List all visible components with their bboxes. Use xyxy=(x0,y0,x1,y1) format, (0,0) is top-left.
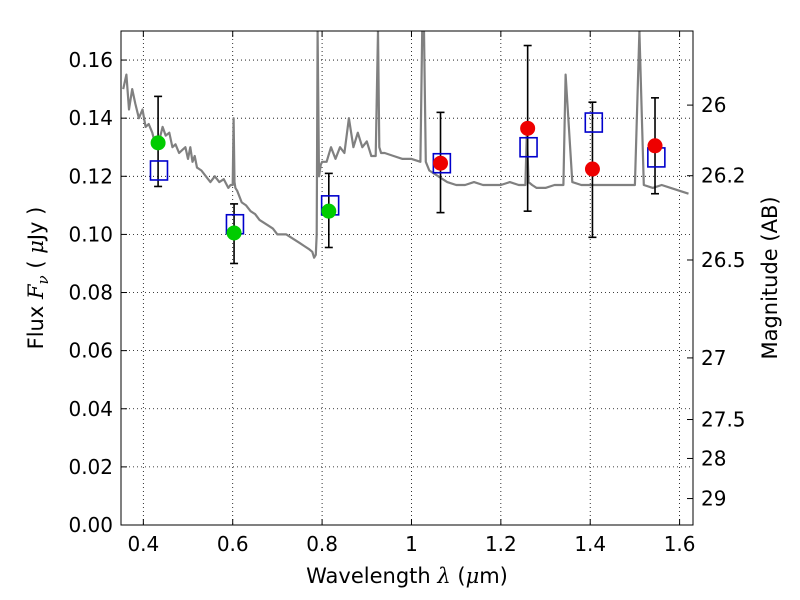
x-tick-label: 0.4 xyxy=(127,532,159,556)
observed-point-red xyxy=(584,161,600,177)
x-tick-label: 1 xyxy=(405,532,418,556)
y-tick-label: 0.10 xyxy=(68,222,113,246)
model-spectrum-line xyxy=(122,31,689,259)
x-tick-label: 1.4 xyxy=(574,532,606,556)
x-tick-label: 1.6 xyxy=(664,532,696,556)
y-tick-label: 0.02 xyxy=(68,455,113,479)
observed-point-red xyxy=(647,138,663,154)
y-tick-label: 0.04 xyxy=(68,397,113,421)
y2-tick-label: 27 xyxy=(701,346,726,370)
y2-axis-label: Magnitude (AB) xyxy=(758,196,782,359)
observed-point-green xyxy=(321,203,337,219)
observed-point-red xyxy=(520,120,536,136)
data-points-layer xyxy=(149,112,666,241)
model-photometry-square xyxy=(519,136,538,158)
x-tick-label: 0.8 xyxy=(306,532,338,556)
x-tick-label: 1.2 xyxy=(485,532,517,556)
y-tick-label: 0.06 xyxy=(68,339,113,363)
x-axis-label-symbol: λ xyxy=(436,564,450,588)
observed-point-red xyxy=(433,155,449,171)
y-tick-label: 0.12 xyxy=(68,164,113,188)
y2-axis-ticks: 26 26.2 26.5 27 27.5 28 29 xyxy=(687,93,746,511)
y-tick-label: 0.14 xyxy=(68,106,113,130)
model-photometry-square xyxy=(149,160,169,181)
x-axis-ticks: 0.4 0.6 0.8 1 1.2 1.4 1.6 xyxy=(127,31,696,556)
model-spectrum-layer xyxy=(122,31,689,259)
observed-point-green xyxy=(226,225,242,241)
model-photometry-square xyxy=(584,112,604,133)
x-tick-label: 0.6 xyxy=(217,532,249,556)
y-axis-label: Flux Fν ( μJy ) xyxy=(24,207,52,350)
y-tick-label: 0.00 xyxy=(68,513,113,537)
y2-tick-label: 26 xyxy=(701,93,726,117)
y-tick-label: 0.08 xyxy=(68,281,113,305)
y2-tick-label: 26.2 xyxy=(701,164,746,188)
y2-tick-label: 29 xyxy=(701,487,726,511)
y2-tick-label: 26.5 xyxy=(701,248,746,272)
y2-tick-label: 28 xyxy=(701,446,726,470)
y2-tick-label: 27.5 xyxy=(701,408,746,432)
observed-point-green xyxy=(150,135,166,151)
y-axis-ticks: 0.00 0.02 0.04 0.06 0.08 0.10 0.12 0.14 0.16 xyxy=(68,48,127,537)
x-axis-label: Wavelength λ (μm) xyxy=(306,564,508,588)
y-tick-label: 0.16 xyxy=(68,48,113,72)
grid-lines xyxy=(121,31,693,526)
plot-frame xyxy=(120,30,694,526)
